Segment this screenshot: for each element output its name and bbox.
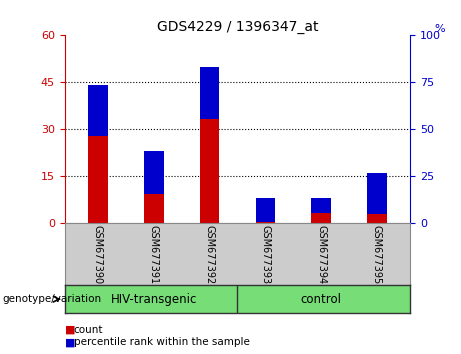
Bar bbox=[200, 67, 219, 119]
Text: GSM677393: GSM677393 bbox=[260, 225, 270, 284]
Text: ■: ■ bbox=[65, 325, 75, 335]
Text: percentile rank within the sample: percentile rank within the sample bbox=[74, 337, 250, 347]
Text: count: count bbox=[74, 325, 103, 335]
Text: GSM677394: GSM677394 bbox=[316, 225, 326, 284]
Text: control: control bbox=[301, 293, 342, 306]
Bar bbox=[311, 198, 331, 213]
Bar bbox=[255, 198, 275, 222]
Bar bbox=[367, 214, 387, 223]
Title: GDS4229 / 1396347_at: GDS4229 / 1396347_at bbox=[157, 21, 318, 34]
Bar bbox=[88, 85, 108, 136]
Text: GSM677395: GSM677395 bbox=[372, 225, 382, 284]
Text: ■: ■ bbox=[65, 337, 75, 347]
Bar bbox=[144, 151, 164, 194]
Bar bbox=[88, 136, 108, 223]
Bar bbox=[255, 222, 275, 223]
Text: GSM677392: GSM677392 bbox=[205, 225, 214, 284]
Bar bbox=[311, 213, 331, 223]
Bar bbox=[367, 173, 387, 214]
Text: HIV-transgenic: HIV-transgenic bbox=[111, 293, 197, 306]
Bar bbox=[200, 119, 219, 223]
Text: GSM677390: GSM677390 bbox=[93, 225, 103, 284]
Bar bbox=[144, 194, 164, 223]
Text: GSM677391: GSM677391 bbox=[149, 225, 159, 284]
Text: genotype/variation: genotype/variation bbox=[2, 294, 101, 304]
Text: %: % bbox=[435, 23, 445, 34]
